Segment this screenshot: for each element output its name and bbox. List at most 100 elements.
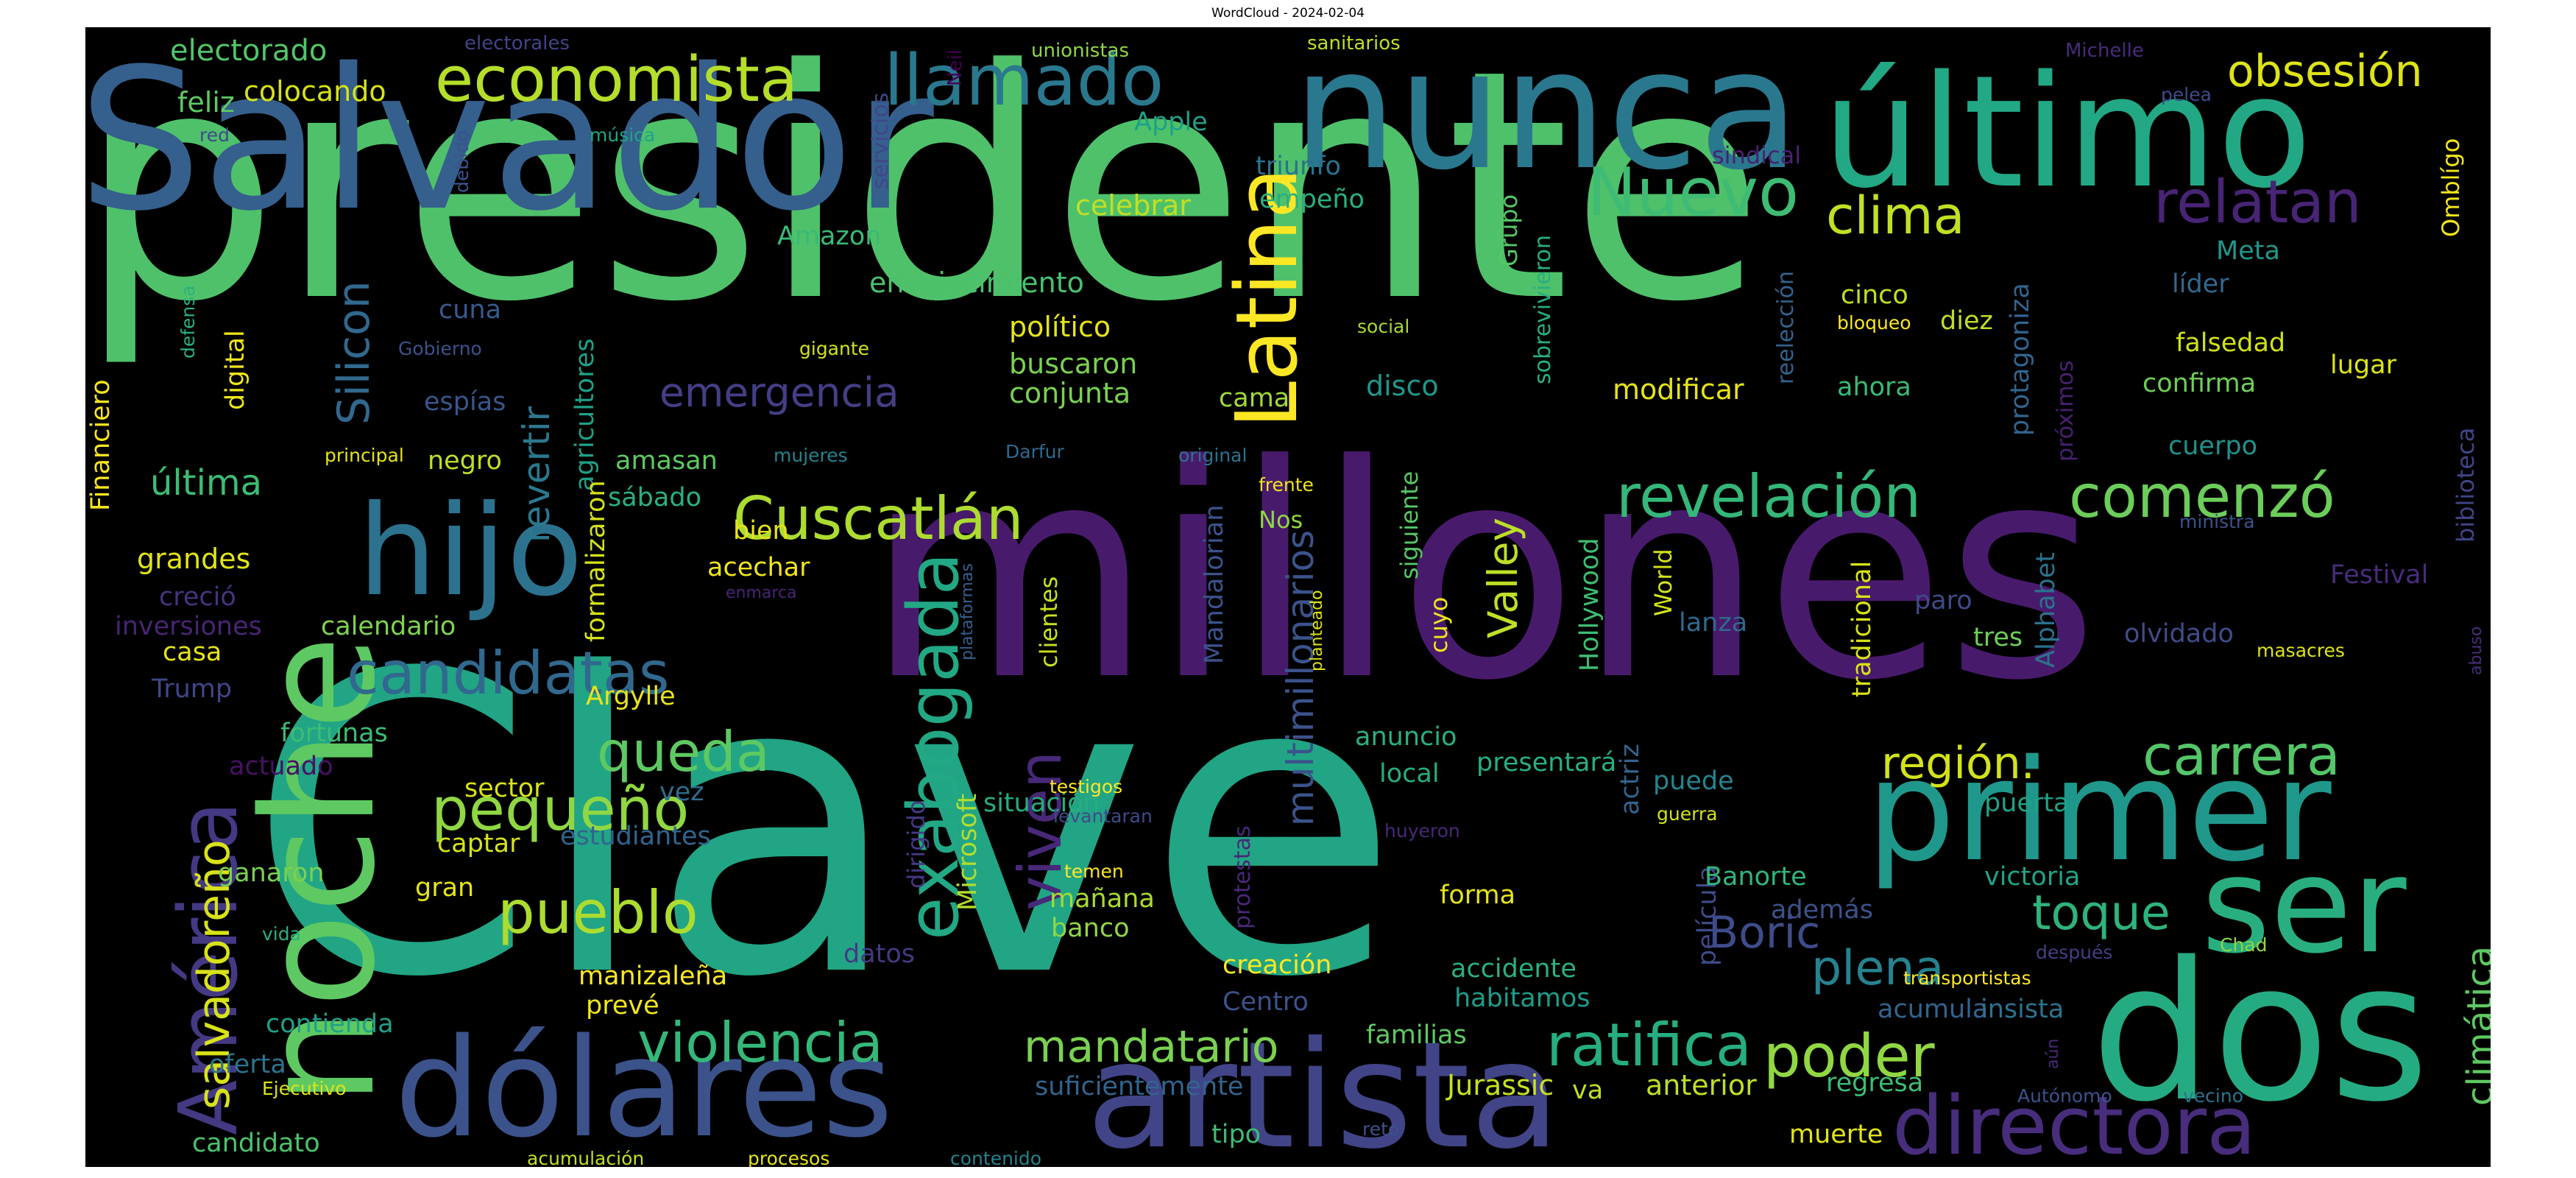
- word-disco: disco: [1366, 370, 1439, 402]
- word-cuna: cuna: [439, 295, 501, 325]
- word-silicon: Silicon: [328, 281, 380, 425]
- word-puede: puede: [1653, 766, 1734, 796]
- word-amasan: amasan: [615, 446, 718, 476]
- word-muerte: muerte: [1789, 1120, 1883, 1149]
- word-nuevo: Nuevo: [1587, 154, 1799, 231]
- word-electorales: electorales: [464, 32, 570, 54]
- word-sector: sector: [464, 774, 545, 803]
- word-salvadoreno: salvadoreño: [188, 839, 240, 1110]
- word-pequeno: pequeño: [431, 775, 689, 844]
- word-defensa: defensa: [177, 285, 199, 359]
- word-dos: dos: [2091, 922, 2430, 1144]
- word-puerta: puerta: [1984, 789, 2070, 818]
- word-alphabet: Alphabet: [2031, 552, 2061, 668]
- word-paro: paro: [1914, 586, 1972, 616]
- word-salvador: Salvador: [85, 27, 936, 254]
- word-acumulacion: acumulación: [527, 1148, 644, 1167]
- word-pelicula: película: [1693, 866, 1722, 966]
- word-huyeron: huyeron: [1384, 820, 1460, 842]
- word-contenido: contenido: [950, 1148, 1041, 1167]
- word-contienda: contienda: [266, 1009, 394, 1039]
- word-captar: captar: [437, 829, 520, 858]
- word-anterior: anterior: [1646, 1069, 1757, 1101]
- word-emergencia: emergencia: [659, 369, 899, 416]
- word-directora: directora: [1892, 1079, 2256, 1167]
- word-red: red: [199, 124, 230, 146]
- word-candidatas: candidatas: [347, 639, 670, 708]
- word-trump: Trump: [151, 674, 232, 704]
- word-protagoniza: protagoniza: [2006, 283, 2035, 436]
- word-gobierno: Gobierno: [398, 338, 482, 359]
- word-revelacion: revelación: [1616, 462, 1921, 531]
- word-actriz: actriz: [1616, 744, 1645, 815]
- word-cuyo: cuyo: [1425, 597, 1453, 653]
- word-nos: Nos: [1259, 506, 1303, 534]
- word-ratifica: ratifica: [1546, 1011, 1752, 1079]
- word-multimillonarios: multimillonarios: [1279, 530, 1322, 826]
- word-ser: ser: [2201, 829, 2407, 983]
- word-millones: millones: [866, 403, 2099, 745]
- word-confirma: confirma: [2142, 369, 2256, 398]
- word-gigante: gigante: [799, 338, 869, 359]
- word-servicios: servicios: [868, 93, 894, 189]
- word-unionistas: unionistas: [1031, 40, 1129, 62]
- word-diez: diez: [1940, 306, 1993, 336]
- word-politico: político: [1009, 311, 1111, 343]
- word-insista: insista: [1981, 995, 2064, 1024]
- word-presidente: presidente: [85, 27, 1765, 371]
- chart-title: WordCloud - 2024-02-04: [1211, 6, 1365, 21]
- word-va: va: [1572, 1076, 1603, 1105]
- word-casa: casa: [163, 638, 222, 667]
- word-levantaran: levantaran: [1053, 805, 1153, 827]
- word-envejecimiento: envejecimiento: [869, 267, 1084, 299]
- word-procesos: procesos: [748, 1148, 829, 1167]
- word-celebrar: celebrar: [1075, 189, 1191, 222]
- word-carrera: carrera: [2142, 723, 2340, 788]
- word-lugar: lugar: [2330, 350, 2397, 380]
- word-acumula: acumula: [1878, 995, 1988, 1024]
- word-bien: bien: [733, 516, 789, 546]
- word-ganaron: ganaron: [218, 858, 325, 888]
- word-microsoft: Microsoft: [953, 794, 983, 911]
- word-musica: música: [590, 124, 655, 146]
- word-noche: noche: [229, 635, 409, 1106]
- word-artista: artista: [1086, 1010, 1560, 1167]
- word-clientes: clientes: [1035, 576, 1063, 668]
- word-mandatario: mandatario: [1024, 1021, 1278, 1073]
- word-america: América: [161, 801, 255, 1135]
- word-siguiente: siguiente: [1395, 471, 1423, 579]
- word-debido: debido: [451, 130, 473, 193]
- word-enmarca: enmarca: [726, 584, 797, 602]
- word-conjunta: conjunta: [1009, 377, 1130, 409]
- word-abuso: abuso: [2467, 627, 2485, 675]
- word-transportistas: transportistas: [1903, 967, 2031, 989]
- word-principal: principal: [325, 445, 404, 466]
- word-social: social: [1357, 316, 1409, 337]
- word-world: World: [1649, 549, 1677, 616]
- word-guerra: guerra: [1657, 803, 1718, 825]
- word-exabogada: exabogada: [894, 552, 974, 940]
- word-preve: prevé: [586, 991, 659, 1020]
- word-agricultores: agricultores: [570, 339, 600, 491]
- word-poder: poder: [1763, 1022, 1935, 1090]
- word-colocando: colocando: [244, 75, 386, 107]
- word-inversiones: inversiones: [115, 612, 262, 641]
- word-biblioteca: biblioteca: [2452, 428, 2480, 543]
- word-plena: plena: [1811, 941, 1944, 996]
- word-centro: Centro: [1222, 987, 1309, 1017]
- word-llamado: llamado: [884, 40, 1164, 121]
- word-dirigido: dirigido: [902, 800, 930, 889]
- word-ademas: además: [1771, 895, 1873, 925]
- word-primer: primer: [1866, 730, 2332, 892]
- word-plataformas: plataformas: [958, 563, 977, 660]
- word-creacion: creación: [1222, 950, 1331, 980]
- word-temen: temen: [1064, 861, 1124, 882]
- word-dolares: dólares: [394, 1009, 894, 1167]
- word-triunfo: triunfo: [1256, 152, 1341, 181]
- word-vida: vida: [262, 923, 301, 945]
- word-tres: tres: [1973, 623, 2023, 652]
- word-sindical: sindical: [1712, 141, 1801, 169]
- word-testigos: testigos: [1050, 776, 1122, 797]
- word-financiero: Financiero: [86, 379, 116, 511]
